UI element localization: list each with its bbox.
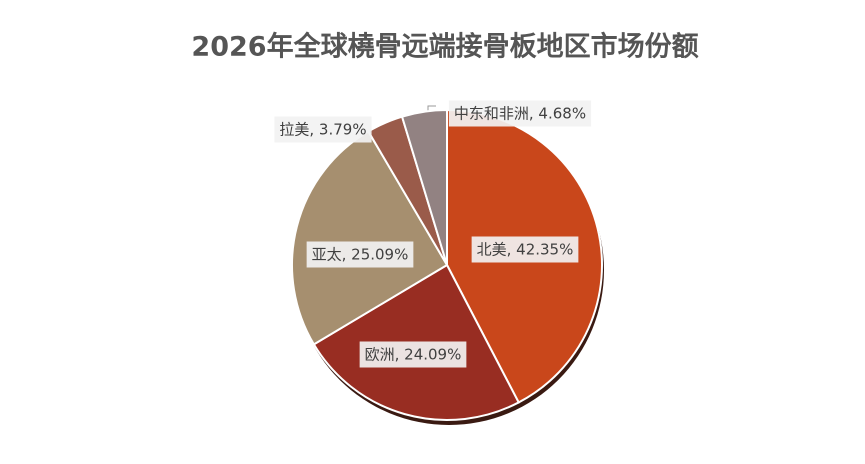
label-box <box>274 116 372 143</box>
label-box <box>471 236 579 263</box>
data-label: 亚太, 25.09% <box>312 246 409 264</box>
data-label: 欧洲, 24.09% <box>365 346 462 364</box>
labels: 北美, 42.35% 欧洲, 24.09% 亚太, 25.09% 拉美, 3.79% 中… <box>274 100 592 368</box>
data-label: 拉美, 3.79% <box>279 121 366 139</box>
chart-title: 2026年全球橈骨远端接骨板地区市场份额 <box>191 31 698 63</box>
data-label: 北美, 42.35% <box>477 241 574 259</box>
label-box <box>306 241 414 268</box>
label-box <box>448 100 592 127</box>
pie-slice <box>291 130 449 346</box>
pie-slice <box>400 108 448 266</box>
data-label: 中东和非洲, 4.68% <box>454 105 586 123</box>
label-box <box>359 341 467 368</box>
